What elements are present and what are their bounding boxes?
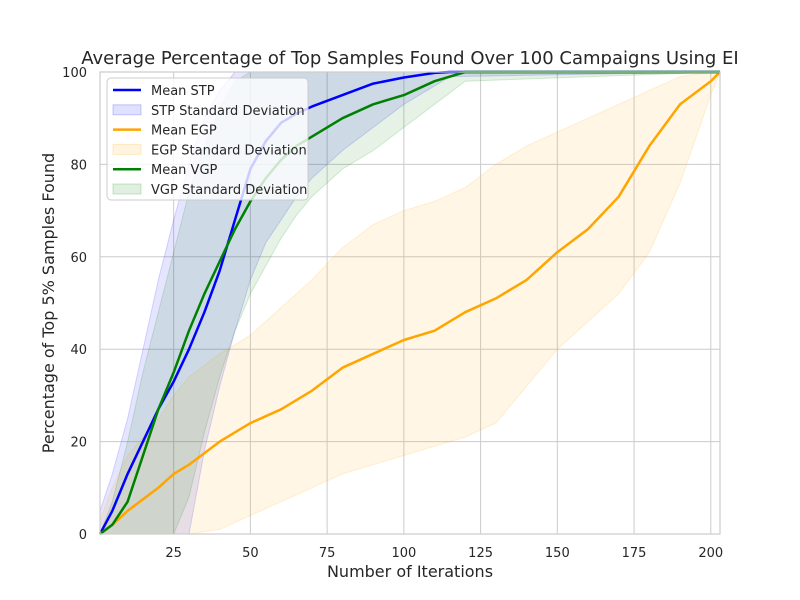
x-axis-label: Number of Iterations — [327, 562, 493, 581]
stp-standard-deviation-legend-label: STP Standard Deviation — [151, 104, 305, 119]
mean-vgp-line — [99, 70, 720, 536]
legend-box — [106, 77, 309, 201]
egp-standard-deviation-legend-swatch — [112, 143, 142, 155]
x-tick-label: 25 — [165, 546, 182, 561]
plot-frame — [99, 71, 721, 535]
vgp-standard-deviation-legend-swatch — [112, 183, 142, 195]
y-axis-label: Percentage of Top 5% Samples Found — [39, 153, 58, 453]
egp-standard-deviation-band — [99, 71, 721, 535]
y-tick-label: 100 — [62, 66, 87, 81]
mean-egp-legend-label: Mean EGP — [151, 124, 217, 139]
egp-standard-deviation-legend-label: EGP Standard Deviation — [151, 143, 307, 158]
x-tick-label: 100 — [391, 546, 416, 561]
x-tick-label: 125 — [468, 546, 493, 561]
x-tick-label: 200 — [698, 546, 723, 561]
x-tick-label: 75 — [319, 546, 336, 561]
x-tick-label: 50 — [242, 546, 259, 561]
legend: Mean STP STP Standard Deviation Mean EGP EG… — [106, 77, 309, 201]
y-tick-label: 40 — [70, 343, 87, 358]
y-tick-label: 80 — [70, 158, 87, 173]
x-tick-label: 175 — [622, 546, 647, 561]
vgp-standard-deviation-legend-label: VGP Standard Deviation — [151, 183, 307, 198]
mean-stp-legend-label: Mean STP — [151, 84, 215, 99]
y-tick-label: 60 — [70, 251, 87, 266]
x-tick-label: 150 — [545, 546, 570, 561]
mean-egp-line — [99, 71, 721, 536]
y-tick-label: 20 — [70, 436, 87, 451]
mean-vgp-legend-label: Mean VGP — [151, 163, 218, 178]
chart-title: Average Percentage of Top Samples Found … — [81, 48, 738, 69]
y-tick-label: 0 — [79, 528, 87, 543]
tick-labels: 25 50 75 100 125 150 175 200 0 20 40 60 80 100 — [62, 66, 723, 561]
stp-standard-deviation-legend-swatch — [112, 104, 142, 116]
